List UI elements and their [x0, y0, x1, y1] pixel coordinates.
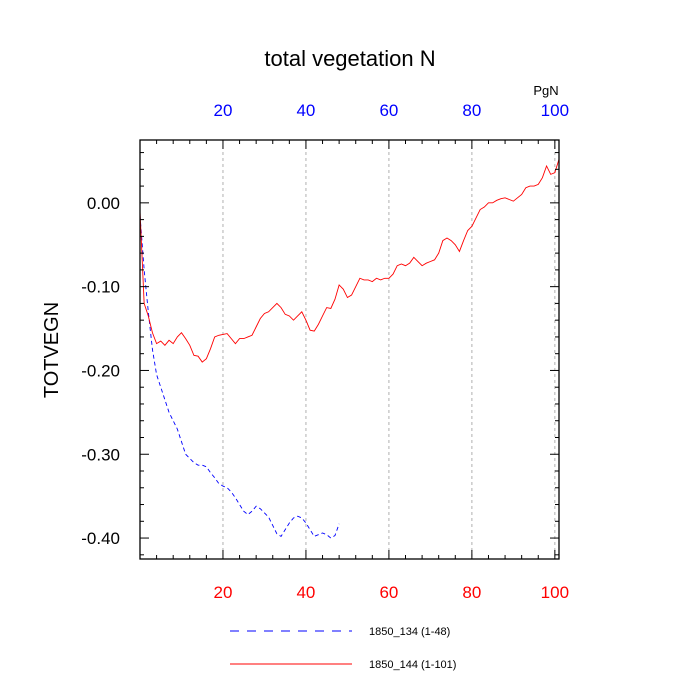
grid-lines — [222, 140, 556, 559]
series-line-1 — [139, 215, 340, 539]
y-tick-label: -0.30 — [81, 445, 120, 464]
x-tick-label-bottom: 40 — [296, 583, 315, 602]
series-layer — [139, 159, 560, 539]
series-line-2 — [139, 159, 560, 363]
legend-label-1: 1850_134 (1-48) — [369, 626, 450, 638]
x-tick-label-top: 20 — [214, 101, 233, 120]
axis-ticks — [140, 140, 559, 559]
x-tick-label-top: 100 — [541, 101, 569, 120]
legend-label-2: 1850_144 (1-101) — [369, 659, 456, 671]
x-tick-label-bottom: 80 — [462, 583, 481, 602]
y-tick-label: -0.20 — [81, 361, 120, 380]
tick-labels: 20 40 60 80 100 20 40 60 80 100 0.00 -0.10 -0.20 -0.3… — [81, 101, 569, 602]
y-axis-label: TOTVEGN — [41, 302, 63, 398]
x-tick-label-bottom: 20 — [214, 583, 233, 602]
x-tick-label-top: 60 — [379, 101, 398, 120]
legend: 1850_134 (1-48) 1850_144 (1-101) — [230, 626, 456, 671]
chart-title: total vegetation N — [264, 46, 435, 71]
x-tick-label-bottom: 100 — [541, 583, 569, 602]
x-tick-label-top: 40 — [296, 101, 315, 120]
x-tick-label-bottom: 60 — [379, 583, 398, 602]
x-tick-label-top: 80 — [462, 101, 481, 120]
plot-frame — [139, 139, 560, 560]
y-tick-label: 0.00 — [87, 194, 120, 213]
top-axis-units: PgN — [533, 83, 558, 98]
y-tick-label: -0.10 — [81, 278, 120, 297]
y-tick-label: -0.40 — [81, 529, 120, 548]
